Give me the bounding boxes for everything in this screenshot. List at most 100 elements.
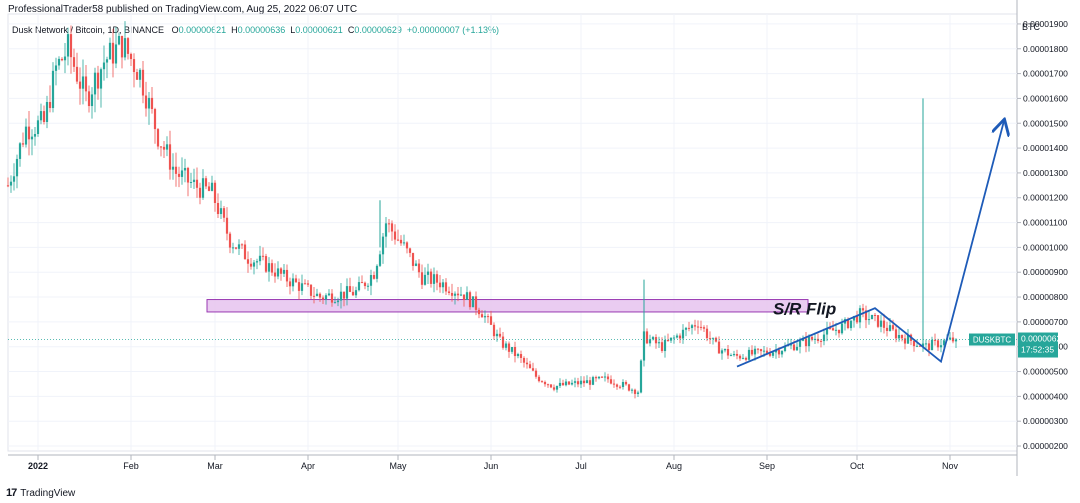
candle-body bbox=[327, 293, 331, 296]
candle bbox=[102, 45, 106, 81]
candle-body bbox=[270, 263, 274, 273]
candle bbox=[72, 48, 76, 72]
candle bbox=[594, 375, 598, 382]
candle bbox=[228, 231, 232, 254]
candle bbox=[864, 305, 868, 329]
candle-body bbox=[63, 56, 67, 61]
candle-body bbox=[897, 334, 901, 339]
candle bbox=[861, 303, 865, 318]
candle bbox=[702, 325, 706, 333]
candle bbox=[30, 129, 34, 156]
candle-body bbox=[867, 319, 871, 321]
candle-body bbox=[249, 263, 253, 267]
candle bbox=[483, 310, 487, 323]
candle bbox=[96, 65, 100, 100]
candle-body bbox=[708, 338, 712, 340]
candle-body bbox=[702, 327, 706, 329]
candle-body bbox=[447, 291, 451, 293]
candle-body bbox=[363, 282, 367, 287]
x-tick-label: Nov bbox=[942, 461, 959, 471]
currency-label: BTC bbox=[1022, 22, 1041, 32]
candle bbox=[375, 264, 379, 283]
candle bbox=[558, 378, 562, 388]
candle bbox=[465, 286, 469, 300]
y-tick-label: 0.00001200 bbox=[1023, 193, 1068, 203]
candle bbox=[666, 333, 670, 342]
candle bbox=[507, 341, 511, 358]
candle bbox=[633, 388, 637, 399]
y-tick-label: 0.00001400 bbox=[1023, 143, 1068, 153]
candle-body bbox=[894, 329, 898, 339]
candle-body bbox=[552, 387, 556, 390]
candle bbox=[75, 52, 79, 85]
candle-body bbox=[693, 325, 697, 327]
candle bbox=[504, 341, 508, 351]
candle-body bbox=[96, 72, 100, 89]
candle-body bbox=[417, 263, 421, 273]
price-tag bbox=[1018, 332, 1058, 358]
candle bbox=[336, 297, 340, 307]
candle-body bbox=[66, 34, 70, 57]
candle bbox=[153, 107, 157, 144]
x-tick-label: May bbox=[389, 461, 407, 471]
candle-body bbox=[261, 255, 265, 257]
candle bbox=[699, 320, 703, 331]
candle-body bbox=[21, 143, 25, 145]
candle-body bbox=[705, 328, 709, 339]
candle-body bbox=[699, 326, 703, 328]
candle-body bbox=[216, 202, 220, 215]
candle-body bbox=[849, 320, 853, 329]
candle-body bbox=[861, 308, 865, 311]
candle-body bbox=[612, 383, 616, 385]
tradingview-footer: 17 TradingView bbox=[6, 487, 75, 499]
candle-body bbox=[591, 377, 595, 385]
candle-body bbox=[153, 109, 157, 130]
candle bbox=[339, 282, 343, 309]
candle bbox=[408, 247, 412, 258]
candle bbox=[531, 362, 535, 372]
candle-body bbox=[666, 339, 670, 341]
candle bbox=[738, 354, 742, 361]
symbol-tag bbox=[969, 333, 1015, 346]
candle-body bbox=[600, 376, 604, 378]
candle-body bbox=[954, 339, 958, 342]
candle bbox=[267, 257, 271, 282]
candle-body bbox=[576, 381, 580, 385]
candle-body bbox=[534, 370, 538, 377]
candle-body bbox=[771, 352, 775, 356]
candle bbox=[201, 169, 205, 200]
candle-body bbox=[822, 334, 826, 342]
candle bbox=[15, 154, 19, 189]
candle bbox=[168, 130, 172, 180]
candle bbox=[708, 331, 712, 344]
candle-body bbox=[597, 376, 601, 379]
candle-body bbox=[207, 186, 211, 191]
candle bbox=[282, 263, 286, 278]
candle bbox=[429, 268, 433, 288]
candle bbox=[867, 311, 871, 325]
candle bbox=[618, 385, 622, 390]
candle-body bbox=[174, 166, 178, 174]
candle bbox=[384, 217, 388, 248]
candle-body bbox=[879, 320, 883, 327]
candle-body bbox=[24, 126, 28, 145]
candle bbox=[885, 321, 889, 337]
candle-body bbox=[231, 247, 235, 249]
candle-body bbox=[246, 259, 250, 264]
x-tick-label: Aug bbox=[666, 461, 682, 471]
candle-body bbox=[555, 385, 559, 390]
candle-body bbox=[441, 282, 445, 288]
candle-body bbox=[618, 386, 622, 388]
candle-body bbox=[891, 325, 895, 330]
candle-body bbox=[123, 38, 127, 58]
candle-body bbox=[585, 380, 589, 384]
candle-body bbox=[918, 345, 922, 347]
candle bbox=[264, 253, 268, 274]
candle bbox=[930, 336, 934, 351]
candle bbox=[360, 275, 364, 284]
candle bbox=[588, 376, 592, 390]
candle bbox=[342, 291, 346, 307]
candle-body bbox=[126, 38, 130, 54]
candle-body bbox=[279, 268, 283, 274]
